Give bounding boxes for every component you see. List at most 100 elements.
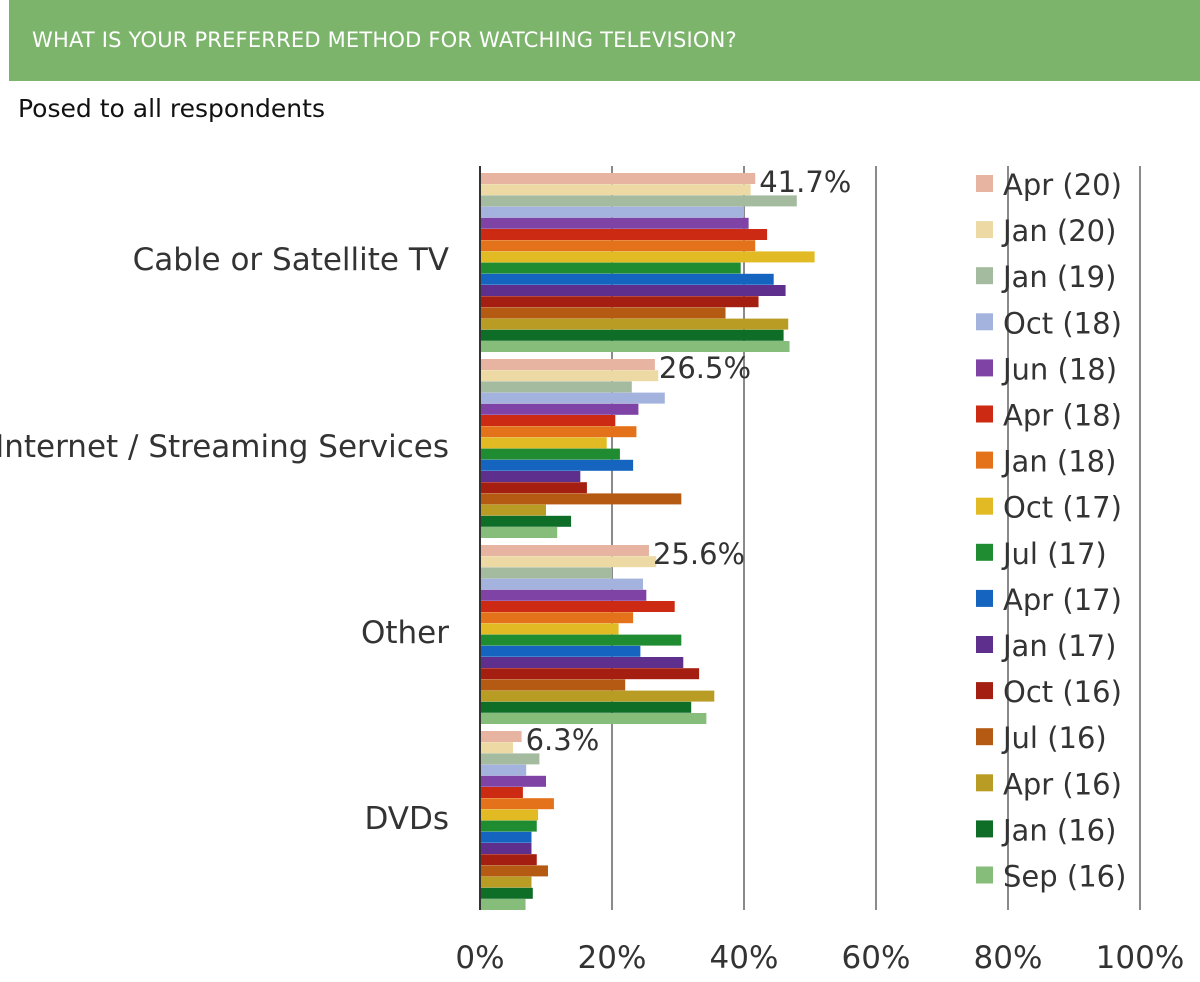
- bar: [480, 887, 533, 899]
- bar: [480, 713, 707, 724]
- legend-swatch: [976, 313, 993, 331]
- bar: [480, 329, 784, 341]
- bar: [480, 556, 657, 568]
- legend-label: Jul (16): [1001, 721, 1107, 755]
- bar: [480, 657, 684, 668]
- legend-label: Apr (18): [1003, 399, 1122, 433]
- legend-swatch: [976, 497, 993, 515]
- legend-swatch: [976, 820, 993, 838]
- x-tick-label: 80%: [974, 940, 1043, 976]
- legend-label: Oct (17): [1003, 491, 1122, 525]
- bar: [480, 359, 655, 370]
- legend-label: Apr (20): [1003, 168, 1122, 202]
- data-label: 6.3%: [526, 723, 600, 757]
- bar: [480, 251, 815, 263]
- bar: [480, 482, 587, 494]
- bar: [480, 273, 774, 285]
- bar: [480, 471, 581, 482]
- bar: [480, 341, 790, 352]
- bar: [480, 392, 665, 404]
- legend-label: Apr (16): [1003, 767, 1122, 801]
- bar: [480, 854, 537, 866]
- legend-swatch: [976, 359, 993, 377]
- bar: [480, 843, 532, 854]
- x-tick-label: 20%: [578, 940, 647, 976]
- bars: [480, 173, 815, 910]
- legend-swatch: [976, 636, 993, 653]
- category-label: DVDs: [364, 801, 449, 837]
- bar: [480, 493, 682, 505]
- legend-label: Jan (18): [1001, 445, 1116, 479]
- bar: [480, 764, 527, 776]
- x-tick-label: 0%: [455, 940, 504, 976]
- legend-label: Jan (17): [1001, 629, 1116, 663]
- bar: [480, 831, 532, 843]
- bar: [480, 809, 539, 821]
- bar: [480, 459, 634, 471]
- legend-swatch: [976, 221, 993, 239]
- x-tick-label: 100%: [1096, 940, 1185, 976]
- axis: 0% 20% 40% 60% 80% 100%: [455, 166, 1184, 976]
- bar: [480, 437, 607, 449]
- labels: Cable or Satellite TV Internet / Streamin…: [0, 165, 851, 837]
- legend-swatch: [976, 866, 993, 884]
- legend-label: Oct (18): [1003, 306, 1122, 340]
- bar: [480, 876, 532, 888]
- bar: [480, 798, 554, 810]
- data-label: 41.7%: [759, 165, 851, 199]
- legend-swatch: [976, 405, 993, 423]
- header-bar: WHAT IS YOUR PREFERRED METHOD FOR WATCHI…: [9, 0, 1200, 81]
- bar: [480, 318, 789, 330]
- bar: [480, 527, 558, 538]
- legend-swatch: [976, 728, 993, 746]
- bar: [480, 668, 700, 680]
- chart-subtitle: Posed to all respondents: [18, 94, 325, 123]
- bar: [480, 690, 715, 702]
- bar: [480, 589, 647, 601]
- bar: [480, 229, 768, 240]
- legend-label: Sep (16): [1003, 860, 1126, 894]
- bar: [480, 296, 759, 308]
- bar: [480, 701, 692, 713]
- legend-label: Apr (17): [1003, 583, 1122, 617]
- bar: [480, 865, 548, 877]
- bar: [480, 787, 523, 798]
- bar: [480, 899, 526, 910]
- bar: [480, 504, 546, 516]
- chart-title: WHAT IS YOUR PREFERRED METHOD FOR WATCHI…: [32, 28, 737, 52]
- legend-label: Jan (20): [1001, 214, 1116, 248]
- legend-swatch: [976, 543, 993, 561]
- legend-swatch: [976, 451, 993, 469]
- legend-swatch: [976, 682, 993, 700]
- legend: Apr (20) Jan (20) Jan (19) Oct (18) Jun (18)…: [976, 168, 1126, 894]
- bar: [480, 679, 626, 691]
- bar: [480, 742, 513, 754]
- bar: [480, 601, 675, 612]
- bar: [480, 285, 786, 296]
- bar: [480, 173, 756, 184]
- bar: [480, 731, 522, 742]
- bar: [480, 217, 749, 229]
- legend-label: Jun (18): [1001, 352, 1117, 386]
- bar: [480, 370, 659, 382]
- x-tick-label: 60%: [842, 940, 911, 976]
- bar: [480, 448, 620, 460]
- bar: [480, 634, 682, 646]
- legend-label: Jul (17): [1001, 537, 1107, 571]
- bar: [480, 426, 637, 438]
- bar: [480, 381, 632, 393]
- bar: [480, 567, 612, 579]
- bar: [480, 184, 751, 196]
- legend-label: Jan (19): [1001, 260, 1116, 294]
- bar: [480, 262, 741, 274]
- bar: [480, 240, 756, 252]
- data-label: 25.6%: [653, 537, 745, 571]
- legend-swatch: [976, 774, 993, 792]
- bar: [480, 753, 540, 765]
- bar: [480, 623, 619, 635]
- bar: [480, 545, 649, 556]
- bar: [480, 775, 546, 787]
- bar: [480, 195, 797, 207]
- bar: [480, 403, 639, 415]
